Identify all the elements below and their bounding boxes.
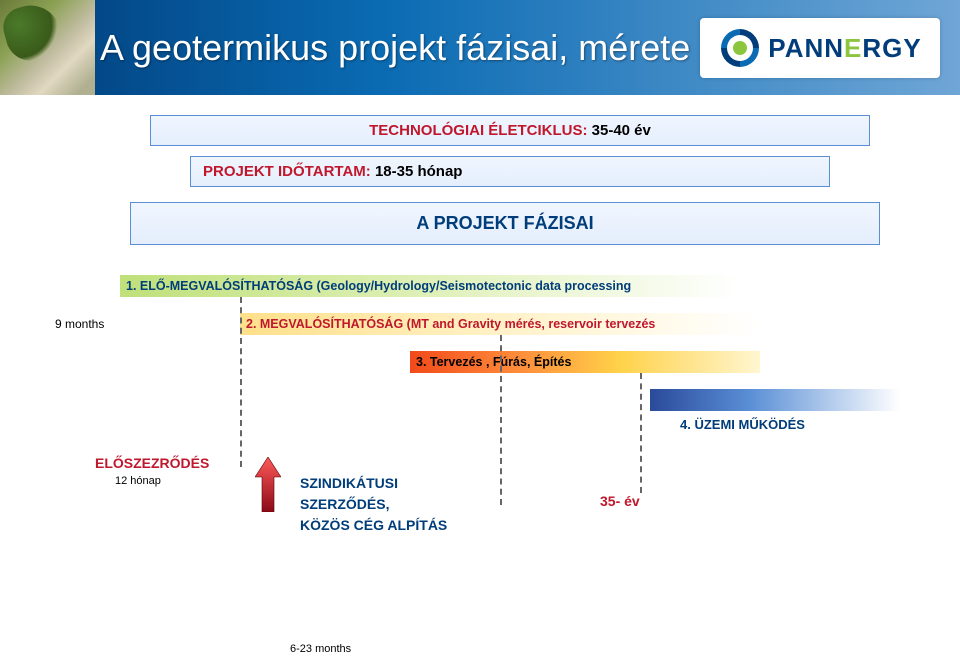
phase-4-label: 4. ÜZEMI MŰKÖDÉS	[680, 417, 805, 432]
lifecycle-value: 35-40 év	[587, 122, 650, 139]
thirtyfive-year-label: 35- év	[600, 493, 640, 509]
phases-heading: A PROJEKT FÁZISAI	[130, 202, 880, 245]
duration-label: PROJEKT IDŐTARTAM:	[203, 163, 371, 180]
nine-months-label: 9 months	[55, 317, 104, 331]
duration-bar: PROJEKT IDŐTARTAM: 18-35 hónap	[190, 156, 830, 187]
dashed-divider-2	[500, 335, 502, 505]
logo-swirl-icon	[718, 26, 762, 70]
lifecycle-label: TECHNOLÓGIAI ÉLETCIKLUS:	[369, 122, 587, 139]
arrow-up-icon	[255, 457, 281, 512]
dashed-divider-3	[640, 373, 642, 493]
bottom-months-label: 6-23 months	[290, 643, 351, 655]
syndicate-line-1: SZINDIKÁTUSI	[300, 473, 447, 494]
decorative-photo	[0, 0, 95, 95]
phase-2-bar: 2. MEGVALÓSÍTHATÓSÁG (MT and Gravity mér…	[240, 313, 760, 335]
dashed-divider-1	[240, 297, 242, 467]
pre-contract-label: ELŐSZEZRŐDÉS	[95, 455, 209, 471]
header: A geotermikus projekt fázisai, mérete PA…	[0, 0, 960, 95]
logo-text: PANNERGY	[768, 33, 921, 64]
lifecycle-bar: TECHNOLÓGIAI ÉLETCIKLUS: 35-40 év	[150, 115, 870, 146]
phase-4-bar	[650, 389, 900, 411]
duration-value: 18-35 hónap	[371, 163, 463, 180]
content-area: TECHNOLÓGIAI ÉLETCIKLUS: 35-40 év PROJEK…	[0, 95, 960, 545]
syndicate-line-3: KÖZÖS CÉG ALPÍTÁS	[300, 515, 447, 536]
syndicate-line-2: SZERZŐDÉS,	[300, 494, 447, 515]
logo: PANNERGY	[700, 18, 940, 78]
timeline-diagram: 1. ELŐ-MEGVALÓSÍTHATÓSÁG (Geology/Hydrol…	[40, 275, 930, 535]
phase-1-bar: 1. ELŐ-MEGVALÓSÍTHATÓSÁG (Geology/Hydrol…	[120, 275, 740, 297]
page-title: A geotermikus projekt fázisai, mérete	[100, 27, 690, 69]
twelve-month-label: 12 hónap	[115, 475, 161, 487]
syndicate-block: SZINDIKÁTUSI SZERZŐDÉS, KÖZÖS CÉG ALPÍTÁ…	[300, 473, 447, 536]
phase-3-bar: 3. Tervezés , Fúrás, Építés	[410, 351, 760, 373]
